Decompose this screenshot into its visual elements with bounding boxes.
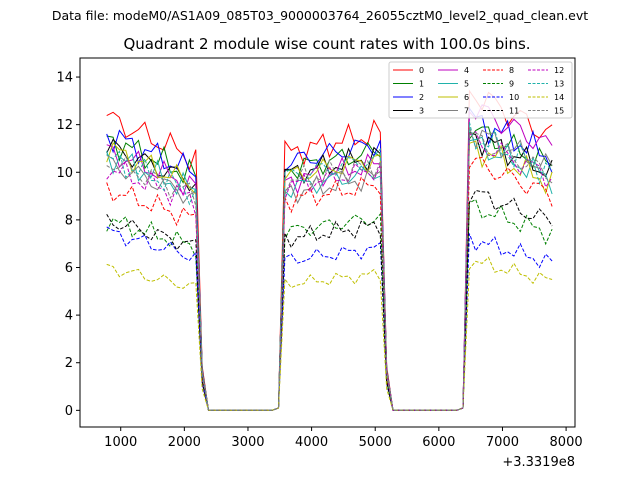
legend-label: 12 [554,66,564,75]
legend-label: 0 [419,66,424,75]
x-tick-label: 8000 [550,435,583,450]
legend-label: 5 [464,80,469,89]
y-tick-label: 8 [65,213,73,228]
series-line-14 [106,256,553,411]
series-line-6 [106,140,553,411]
legend-label: 11 [509,107,519,116]
legend-label: 9 [509,80,514,89]
legend-label: 14 [554,93,564,102]
y-tick-label: 0 [65,404,73,419]
series-line-10 [106,226,553,411]
legend-box [388,61,573,119]
legend-label: 6 [464,93,469,102]
y-tick-label: 12 [56,118,73,133]
series-line-8 [106,156,553,411]
legend-label: 4 [464,66,469,75]
x-tick-label: 4000 [295,435,328,450]
series-line-11 [106,189,553,411]
series-line-2 [106,106,553,411]
figure-suptitle: Data file: modeM0/AS1A09_085T03_90000037… [52,8,588,23]
y-tick-label: 4 [65,309,73,324]
legend-label: 10 [509,93,519,102]
x-tick-label: 6000 [422,435,455,450]
x-tick-label: 1000 [104,435,137,450]
y-tick-label: 10 [56,166,73,181]
series-line-9 [106,198,553,411]
y-tick-label: 6 [65,261,73,276]
legend-label: 8 [509,66,514,75]
series-lines [106,89,553,411]
y-tick-label: 2 [65,356,73,371]
legend-label: 15 [554,107,564,116]
legend-label: 3 [419,107,424,116]
legend-label: 13 [554,80,564,89]
series-line-15 [106,132,553,411]
x-tick-label: 7000 [486,435,519,450]
legend-label: 2 [419,93,424,102]
series-line-0 [106,89,553,411]
chart-title: Quadrant 2 module wise count rates with … [123,35,530,53]
legend-label: 1 [419,80,424,89]
series-line-5 [106,136,553,411]
y-axis: 0 2 4 6 8 10 12 14 [56,71,80,419]
x-axis: 1000 2000 3000 4000 5000 6000 7000 8000 [104,427,583,450]
series-line-12 [106,130,553,411]
plot-frame [79,57,576,428]
x-tick-label: 3000 [231,435,264,450]
x-tick-label: 2000 [168,435,201,450]
legend-label: 7 [464,107,469,116]
series-line-13 [106,121,553,411]
series-line-1 [106,126,553,411]
series-line-7 [106,127,553,411]
x-tick-label: 5000 [359,435,392,450]
y-tick-label: 14 [56,71,73,86]
x-axis-offset-label: +3.3319e8 [502,455,575,470]
